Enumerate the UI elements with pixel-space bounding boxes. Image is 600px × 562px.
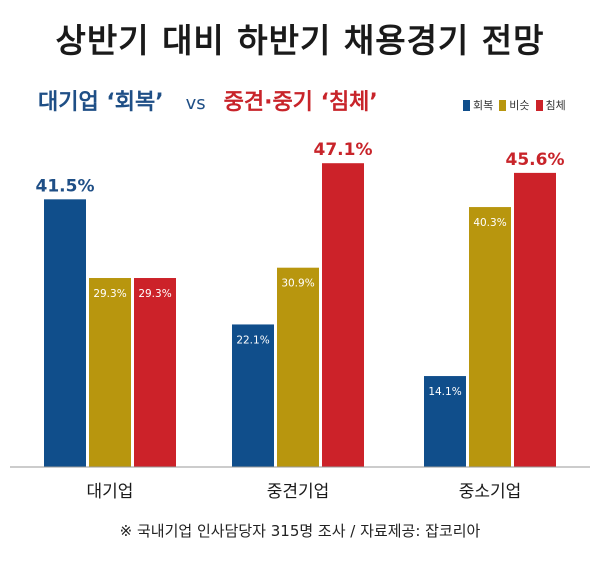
data-label-3-3: 45.6% xyxy=(506,150,565,170)
chart-subtitle: 대기업 ‘회복’ vs 중견·중기 ‘침체’ xyxy=(38,84,378,116)
chart-title: 상반기 대비 하반기 채용경기 전망 xyxy=(55,21,545,60)
bar-2-1 xyxy=(232,324,274,467)
legend-item-slump: 침체 xyxy=(535,97,566,113)
subtitle-vs: vs xyxy=(185,93,206,114)
legend-label-recovery: 회복 xyxy=(473,99,494,112)
bar-1-2 xyxy=(89,278,131,467)
subtitle-mid-small-company: 중견·중기 ‘침체’ xyxy=(223,90,378,115)
data-label-1-3: 29.3% xyxy=(138,288,171,300)
data-label-2-3: 47.1% xyxy=(314,140,373,160)
bar-3-2 xyxy=(469,207,511,467)
bar-1-3 xyxy=(134,278,176,467)
bar-2-2 xyxy=(277,267,319,467)
legend: 회복 비슷 침체 xyxy=(463,97,566,113)
data-label-3-2: 40.3% xyxy=(473,217,506,229)
category-label-1: 대기업 xyxy=(87,482,134,502)
legend-label-slump: 침체 xyxy=(545,99,566,112)
data-label-1-1: 41.5% xyxy=(36,176,95,196)
data-label-1-2: 29.3% xyxy=(93,288,126,300)
legend-label-similar: 비슷 xyxy=(509,99,530,112)
bar-2-3 xyxy=(322,163,364,467)
data-label-3-1: 14.1% xyxy=(428,386,461,398)
category-label-2: 중견기업 xyxy=(267,482,330,502)
legend-swatch-slump xyxy=(535,99,543,111)
legend-swatch-similar xyxy=(499,99,507,111)
data-label-2-1: 22.1% xyxy=(236,334,269,346)
bar-3-1 xyxy=(424,376,466,467)
legend-item-recovery: 회복 xyxy=(463,97,493,113)
bar-1-1 xyxy=(44,199,86,467)
category-label-3: 중소기업 xyxy=(459,482,522,502)
data-label-2-2: 30.9% xyxy=(281,278,314,290)
subtitle-large-company: 대기업 ‘회복’ xyxy=(38,90,164,115)
footnote: ※ 국내기업 인사담당자 315명 조사 / 자료제공: 잡코리아 xyxy=(119,522,481,540)
legend-swatch-recovery xyxy=(463,99,470,111)
bar-3-3 xyxy=(514,172,556,467)
legend-item-similar: 비슷 xyxy=(499,97,530,113)
